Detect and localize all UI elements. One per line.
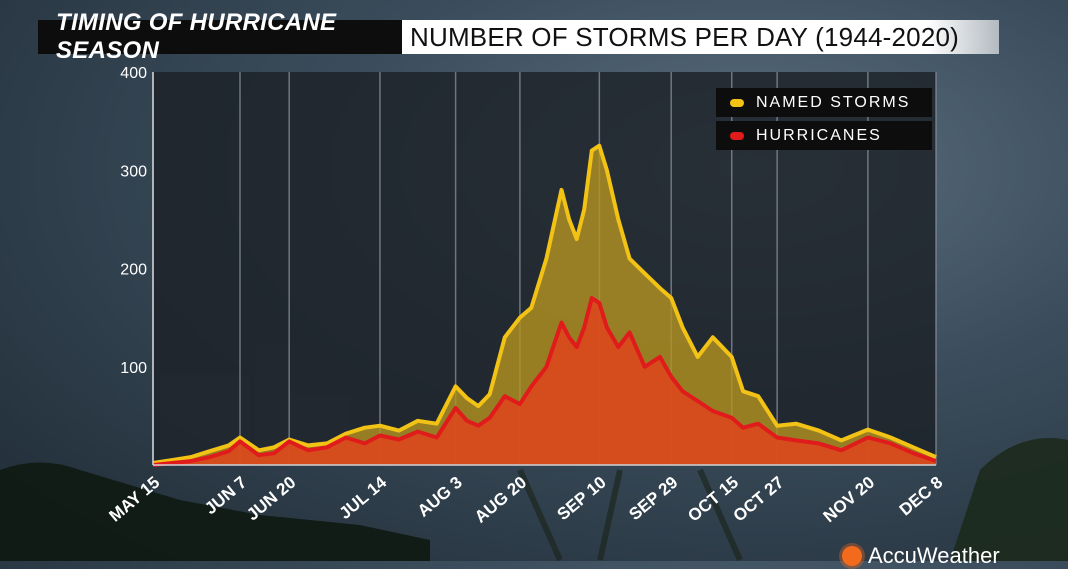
x-tick-label: OCT 27 [730,473,788,526]
x-tick-label: MAY 15 [105,473,163,526]
y-tick-label: 300 [120,163,147,180]
chart-legend: NAMED STORMS HURRICANES [716,88,932,154]
legend-label-named-storms: NAMED STORMS [756,93,911,111]
header-left-title: TIMING OF HURRICANE SEASON [38,9,402,64]
y-tick-label: 400 [120,65,147,82]
named-storms-line [152,143,937,465]
sun-logo-icon [842,546,862,566]
legend-item-hurricanes: HURRICANES [716,121,932,150]
x-tick-label: DEC 8 [896,473,947,520]
legend-swatch-named-storms [730,98,744,107]
accuweather-logo: AccuWeather [842,543,1000,569]
legend-label-hurricanes: HURRICANES [756,126,882,144]
hurricanes-line [152,296,937,467]
x-tick-label: JUL 14 [336,472,391,523]
y-tick-label: 200 [120,262,147,279]
x-tick-label: AUG 3 [414,473,466,521]
header-right-title: NUMBER OF STORMS PER DAY (1944-2020) [402,20,1000,54]
x-tick-label: AUG 20 [471,473,530,527]
y-tick-label: 100 [120,360,147,377]
x-tick-label: NOV 20 [820,473,879,526]
title-bar: TIMING OF HURRICANE SEASON NUMBER OF STO… [38,9,1000,64]
x-tick-label: SEP 29 [625,473,681,524]
brand-name: AccuWeather [868,543,1000,568]
x-tick-label: OCT 15 [684,473,742,526]
x-tick-label: SEP 10 [553,473,609,524]
x-tick-label: JUN 20 [243,473,299,525]
hurricanes-area [153,298,936,465]
legend-swatch-hurricanes [730,131,744,140]
legend-item-named-storms: NAMED STORMS [716,88,932,117]
x-tick-label: JUN 7 [201,473,250,519]
